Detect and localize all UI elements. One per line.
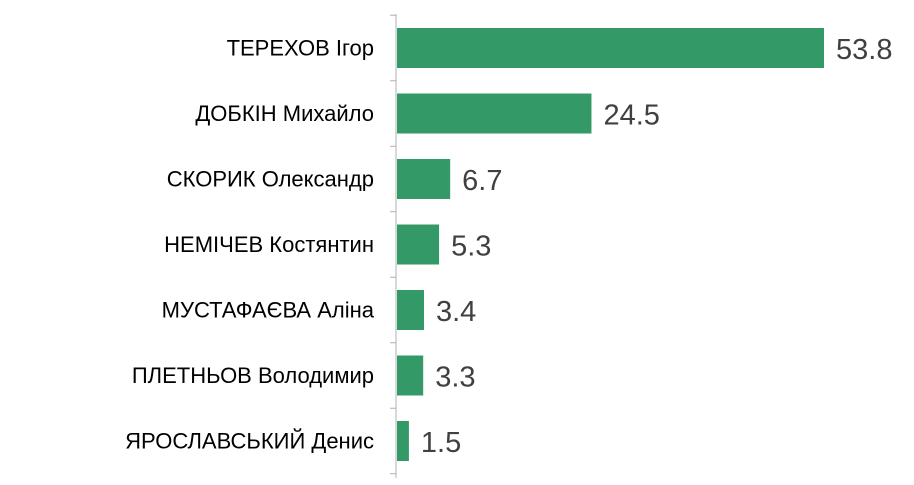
- value-label: 5.3: [451, 231, 491, 263]
- category-label: МУСТАФАЄВА Аліна: [162, 298, 375, 323]
- category-label: ТЕРЕХОВ Ігор: [227, 36, 374, 61]
- bar: [397, 421, 409, 461]
- category-label: СКОРИК Олександр: [167, 167, 374, 192]
- bar: [397, 28, 824, 68]
- bar: [397, 159, 451, 199]
- value-label: 53.8: [836, 34, 892, 66]
- value-label: 24.5: [603, 100, 659, 132]
- bar: [397, 290, 424, 330]
- category-label: ЯРОСЛАВСЬКИЙ Денис: [125, 429, 374, 454]
- bar: [397, 355, 424, 396]
- category-label: ПЛЕТНЬОВ Володимир: [132, 363, 374, 388]
- category-label: НЕМІЧЕВ Костянтин: [164, 232, 374, 257]
- category-labels: ТЕРЕХОВ Ігор ДОБКІН Михайло СКОРИК Олексан…: [125, 36, 375, 454]
- bars-layer: [397, 28, 824, 461]
- value-label: 1.5: [421, 427, 461, 459]
- value-labels: 53.8 24.5 6.7 5.3 3.4 3.3 1.5: [421, 34, 893, 459]
- bar: [397, 224, 440, 265]
- category-label: ДОБКІН Михайло: [195, 101, 374, 126]
- value-label: 3.4: [436, 296, 476, 328]
- bar: [397, 93, 592, 134]
- value-label: 3.3: [435, 362, 475, 394]
- value-label: 6.7: [462, 165, 502, 197]
- axis-layer: [390, 14, 397, 478]
